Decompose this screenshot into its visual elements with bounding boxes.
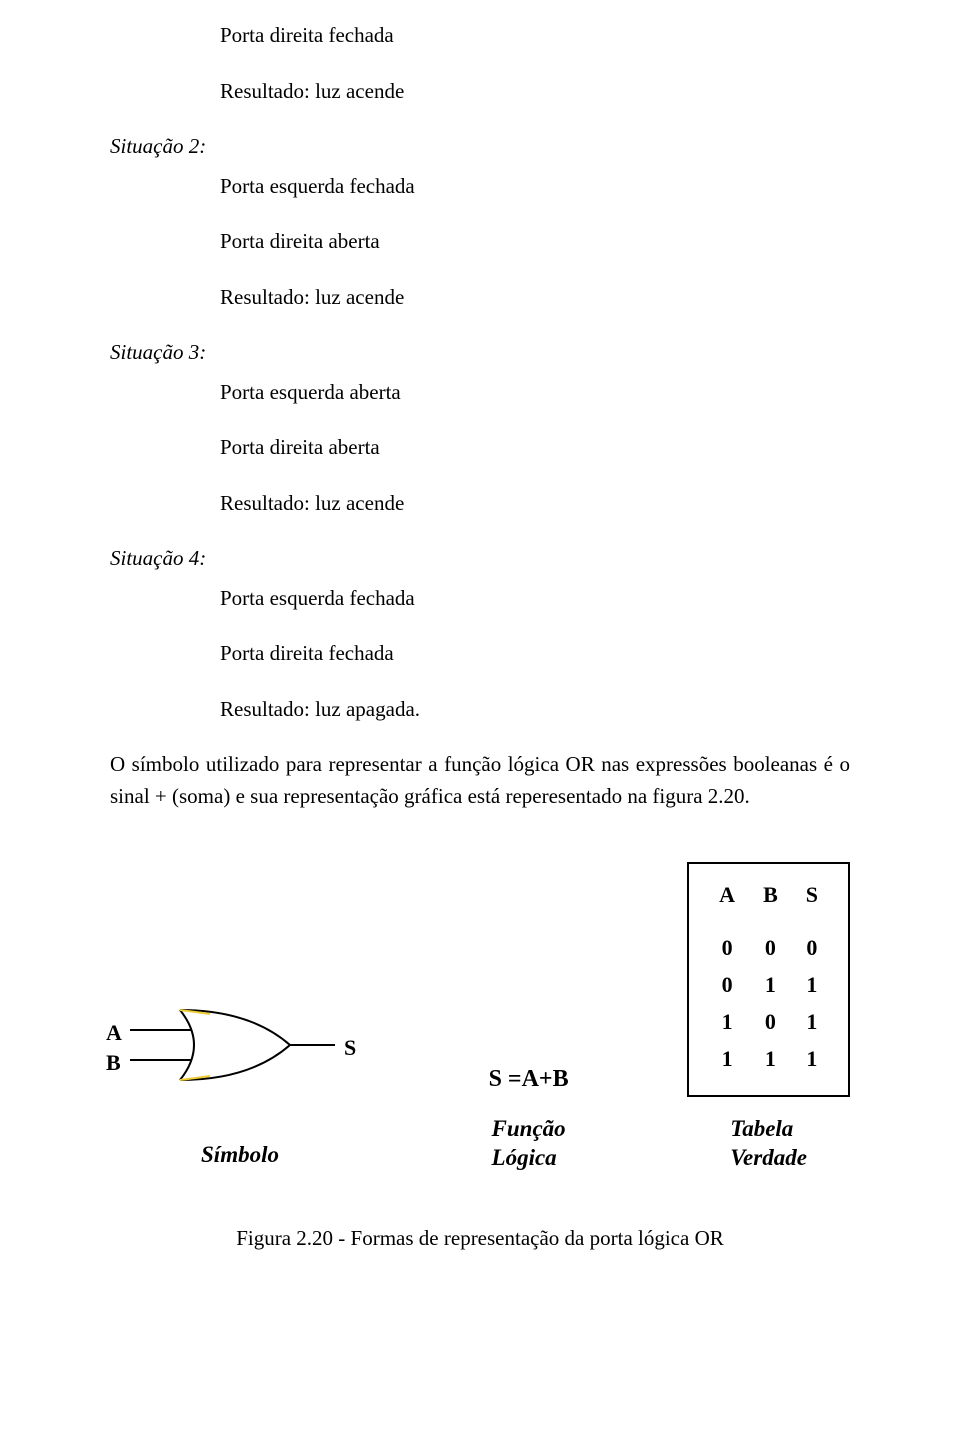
- situation-2-label: Situação 2:: [110, 131, 850, 163]
- figure-caption: Figura 2.20 - Formas de representação da…: [110, 1223, 850, 1255]
- cell: 1: [705, 1003, 749, 1040]
- s3-line1: Porta esquerda aberta: [220, 377, 850, 409]
- equation-caption-line2: Lógica: [492, 1145, 557, 1170]
- s4-line2: Porta direita fechada: [220, 638, 850, 670]
- cell: 1: [749, 966, 792, 1003]
- situation-2-block: Porta esquerda fechada Porta direita abe…: [220, 171, 850, 314]
- equation-caption-line1: Função: [492, 1116, 566, 1141]
- s2-result: Resultado: luz acende: [220, 282, 850, 314]
- th-a: A: [705, 876, 749, 929]
- th-s: S: [792, 876, 832, 929]
- cell: 0: [749, 1003, 792, 1040]
- truth-table: A B S 0 0 0 0 1 1: [687, 862, 850, 1097]
- cell: 1: [705, 1040, 749, 1077]
- situation-3-block: Porta esquerda aberta Porta direita aber…: [220, 377, 850, 520]
- situation-3-label: Situação 3:: [110, 337, 850, 369]
- s2-line1: Porta esquerda fechada: [220, 171, 850, 203]
- logic-equation: S =A+B: [489, 1061, 569, 1097]
- s1-result: Resultado: luz acende: [220, 76, 850, 108]
- figure-area: A B S Símbolo S =A+B Função Lógica A B S: [110, 842, 850, 1183]
- table-caption-line2: Verdade: [730, 1145, 807, 1170]
- equation-caption: Função Lógica: [492, 1115, 566, 1173]
- or-gate-symbol-column: A B S Símbolo: [110, 968, 370, 1173]
- cell: 0: [705, 966, 749, 1003]
- gate-input-b-label: B: [106, 1046, 121, 1079]
- situation-4-block: Porta esquerda fechada Porta direita fec…: [220, 583, 850, 726]
- gate-input-a-label: A: [106, 1016, 122, 1049]
- cell: 1: [749, 1040, 792, 1077]
- truth-table-column: A B S 0 0 0 0 1 1: [687, 862, 850, 1173]
- table-row: 0 0 0: [705, 929, 832, 966]
- table-caption-line1: Tabela: [730, 1116, 793, 1141]
- symbol-caption: Símbolo: [201, 1138, 279, 1173]
- situation-1-block: Porta direita fechada Resultado: luz ace…: [220, 20, 850, 107]
- cell: 1: [792, 1003, 832, 1040]
- or-gate-diagram: A B S: [110, 968, 370, 1118]
- gate-output-label: S: [344, 1031, 356, 1064]
- situation-4-label: Situação 4:: [110, 543, 850, 575]
- s4-line1: Porta esquerda fechada: [220, 583, 850, 615]
- body-paragraph: O símbolo utilizado para representar a f…: [110, 749, 850, 812]
- cell: 0: [792, 929, 832, 966]
- cell: 1: [792, 1040, 832, 1077]
- table-row: 1 0 1: [705, 1003, 832, 1040]
- truth-table-grid: A B S 0 0 0 0 1 1: [705, 876, 832, 1077]
- table-row: A B S: [705, 876, 832, 929]
- th-b: B: [749, 876, 792, 929]
- or-gate-svg: [110, 968, 370, 1118]
- s3-result: Resultado: luz acende: [220, 488, 850, 520]
- truth-table-caption: Tabela Verdade: [730, 1115, 807, 1173]
- cell: 0: [705, 929, 749, 966]
- cell: 0: [749, 929, 792, 966]
- table-row: 1 1 1: [705, 1040, 832, 1077]
- equation-column: S =A+B Função Lógica: [489, 1061, 569, 1173]
- s1-line1: Porta direita fechada: [220, 20, 850, 52]
- s4-result: Resultado: luz apagada.: [220, 694, 850, 726]
- s2-line2: Porta direita aberta: [220, 226, 850, 258]
- table-row: 0 1 1: [705, 966, 832, 1003]
- cell: 1: [792, 966, 832, 1003]
- s3-line2: Porta direita aberta: [220, 432, 850, 464]
